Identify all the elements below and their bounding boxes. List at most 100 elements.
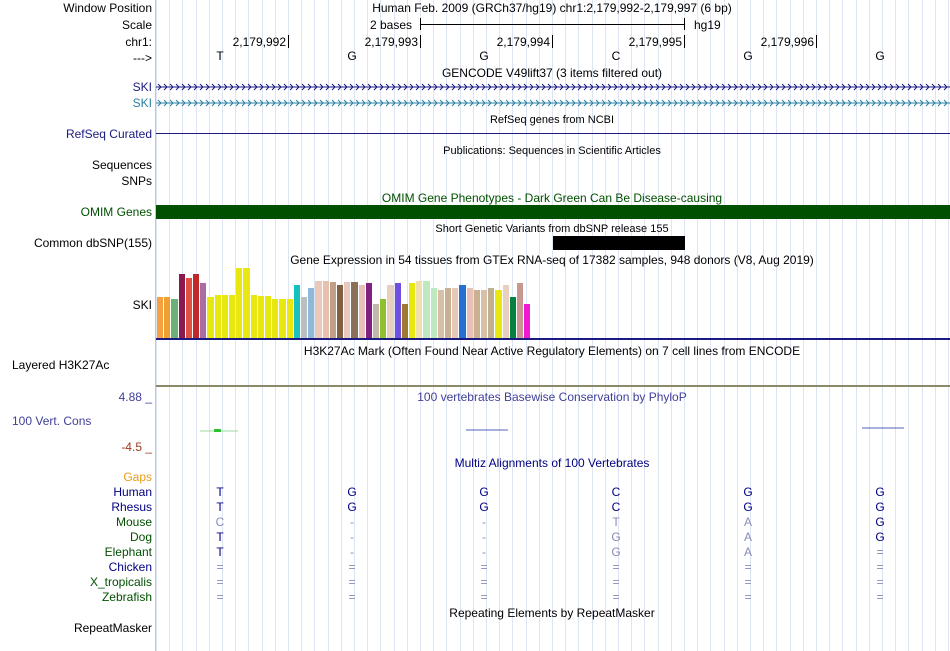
gtex-tissue-bar[interactable] (265, 296, 272, 338)
gtex-tissue-bar[interactable] (365, 283, 372, 338)
gtex-tissue-bar[interactable] (416, 281, 423, 338)
gtex-tissue-bar[interactable] (164, 297, 171, 338)
gtex-tissue-bar[interactable] (257, 296, 264, 338)
species-label[interactable]: Zebrafish (101, 590, 152, 604)
gtex-tissue-bar[interactable] (221, 295, 228, 338)
gtex-tissue-bar[interactable] (401, 304, 408, 338)
alignment-base: G (611, 545, 621, 559)
alignment-base: = (876, 590, 884, 604)
gtex-tissue-bar[interactable] (351, 282, 358, 338)
gtex-tissue-bar[interactable] (373, 304, 380, 338)
gridline (724, 0, 725, 651)
gtex-tissue-bar[interactable] (445, 288, 452, 338)
gtex-tissue-bar[interactable] (337, 285, 344, 338)
species-label[interactable]: Rhesus (111, 500, 152, 514)
h3k27ac-title: H3K27Ac Mark (Often Found Near Active Re… (303, 344, 801, 358)
gtex-tissue-bar[interactable] (387, 285, 394, 338)
gtex-tissue-bar[interactable] (308, 288, 315, 338)
gtex-tissue-bar[interactable] (473, 290, 480, 338)
chromosome-label: chr1: (125, 35, 152, 49)
gtex-tissue-bar[interactable] (517, 283, 524, 338)
gtex-tissue-bar[interactable] (236, 268, 243, 338)
base-letter: G (743, 49, 753, 63)
gtex-tissue-bar[interactable] (293, 285, 300, 338)
gtex-tissue-bar[interactable] (380, 299, 387, 338)
species-label[interactable]: Chicken (108, 560, 152, 574)
snps-label[interactable]: SNPs (121, 174, 152, 188)
repeatmasker-label[interactable]: RepeatMasker (73, 621, 152, 635)
species-label[interactable]: X_tropicalis (89, 575, 152, 589)
gridline (750, 0, 751, 651)
species-label[interactable]: Human (113, 485, 152, 499)
gridline (829, 0, 830, 651)
refseq-curated-label[interactable]: RefSeq Curated (65, 127, 152, 141)
gtex-tissue-bar[interactable] (301, 297, 308, 338)
alignment-base: = (216, 590, 224, 604)
gtex-tissue-bar[interactable] (502, 285, 509, 338)
gencode-ski-label-2[interactable]: SKI (132, 96, 152, 110)
vert-cons-label[interactable]: 100 Vert. Cons (12, 414, 92, 428)
omim-genes-label[interactable]: OMIM Genes (80, 205, 152, 219)
gtex-tissue-bar[interactable] (214, 295, 221, 338)
species-label[interactable]: Mouse (115, 515, 152, 529)
layered-h3k27ac-label[interactable]: Layered H3K27Ac (12, 358, 110, 372)
gtex-tissue-bar[interactable] (171, 299, 178, 338)
gtex-tissue-bar[interactable] (509, 297, 516, 338)
gtex-tissue-bar[interactable] (157, 297, 164, 338)
gtex-tissue-bar[interactable] (193, 274, 200, 338)
alignment-base: C (215, 515, 225, 529)
gtex-tissue-bar[interactable] (524, 304, 531, 338)
gtex-tissue-bar[interactable] (207, 297, 214, 338)
gtex-tissue-bar[interactable] (185, 278, 192, 338)
gencode-ski-transcripts[interactable] (156, 80, 950, 110)
gtex-tissue-bar[interactable] (459, 285, 466, 338)
gtex-tissue-bar[interactable] (322, 281, 329, 338)
gtex-tissue-bar[interactable] (286, 299, 293, 338)
gridline (856, 0, 857, 651)
gtex-tissue-bar[interactable] (344, 282, 351, 338)
gtex-tissue-bar[interactable] (481, 290, 488, 338)
gridline (684, 0, 685, 651)
gtex-tissue-bar[interactable] (250, 295, 257, 338)
gtex-tissue-bar[interactable] (437, 290, 444, 338)
gtex-tissue-bar[interactable] (452, 288, 459, 338)
alignment-base: G (347, 500, 357, 514)
omim-gene-bar[interactable] (156, 205, 950, 219)
sequences-label[interactable]: Sequences (91, 158, 152, 172)
gtex-tissue-bar[interactable] (279, 299, 286, 338)
gtex-tissue-bar[interactable] (423, 281, 430, 338)
alignment-base: = (216, 560, 224, 574)
gridline (314, 0, 315, 651)
gtex-tissue-bar[interactable] (495, 290, 502, 338)
alignment-base: G (743, 500, 753, 514)
species-label[interactable]: Elephant (104, 545, 152, 559)
refseq-gene-line[interactable] (156, 133, 950, 134)
gtex-tissue-bar[interactable] (409, 283, 416, 338)
alignment-base: G (347, 485, 357, 499)
gtex-tissue-bar[interactable] (358, 285, 365, 338)
gtex-tissue-bar[interactable] (200, 283, 207, 338)
gtex-tissue-bar[interactable] (394, 283, 401, 338)
h3k27ac-signal[interactable] (156, 385, 950, 387)
phylop-conservation-plot[interactable] (156, 420, 950, 440)
gtex-tissue-bar[interactable] (430, 288, 437, 338)
common-dbsnp-label[interactable]: Common dbSNP(155) (33, 236, 152, 250)
gtex-tissue-bar[interactable] (466, 288, 473, 338)
gtex-tissue-bar[interactable] (243, 268, 250, 338)
gencode-ski-label[interactable]: SKI (132, 80, 152, 94)
gtex-tissue-bar[interactable] (315, 281, 322, 338)
alignment-base: = (348, 575, 356, 589)
species-label[interactable]: Dog (129, 530, 152, 544)
gridline (816, 0, 817, 651)
gtex-tissue-bar[interactable] (229, 295, 236, 338)
track-image-area[interactable]: Human Feb. 2009 (GRCh37/hg19) chr1:2,179… (156, 0, 950, 651)
gtex-bar-chart[interactable] (156, 268, 536, 338)
gtex-tissue-bar[interactable] (178, 274, 185, 338)
gridline (235, 0, 236, 651)
gtex-tissue-bar[interactable] (488, 288, 495, 338)
gridline (737, 0, 738, 651)
gtex-tissue-bar[interactable] (272, 299, 279, 338)
gtex-tissue-bar[interactable] (329, 282, 336, 338)
gtex-ski-label[interactable]: SKI (132, 298, 152, 312)
dbsnp-variant-bar[interactable] (553, 236, 685, 250)
